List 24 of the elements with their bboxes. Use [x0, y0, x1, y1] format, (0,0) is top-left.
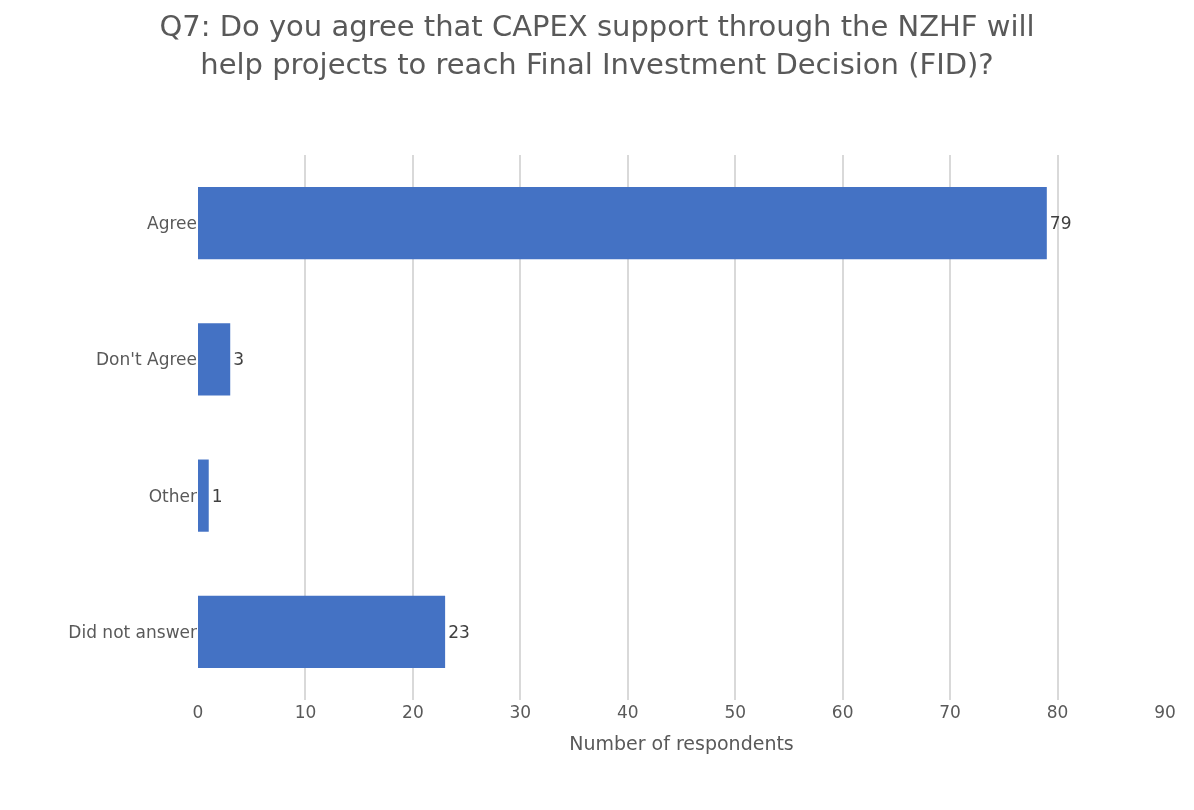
bar — [198, 187, 1047, 260]
data-label: 79 — [1049, 213, 1072, 234]
y-tick-label: Agree — [147, 213, 197, 234]
x-tick-label: 20 — [402, 702, 424, 722]
x-tick-label: 80 — [1046, 702, 1069, 722]
bar — [198, 595, 446, 668]
x-tick-label: 70 — [939, 702, 961, 722]
x-tick-label: 90 — [1154, 702, 1176, 722]
x-axis-title: Number of respondents — [569, 731, 794, 754]
y-tick-label: Other — [148, 485, 197, 506]
chart-title: Q7: Do you agree that CAPEX support through the NZHF will help projects to reach Final Investment Decision (FID)? — [159, 9, 1035, 82]
y-tick-label: Don't Agree — [96, 349, 197, 370]
data-label: 23 — [448, 621, 470, 642]
data-label: 1 — [211, 485, 223, 506]
x-tick-label: 50 — [724, 702, 747, 722]
x-tick-label: 0 — [192, 702, 204, 722]
x-tick-label: 60 — [831, 702, 854, 722]
x-tick-label: 30 — [509, 702, 532, 722]
bar — [198, 323, 231, 396]
data-label: 3 — [233, 349, 245, 370]
x-tick-label: 10 — [294, 702, 317, 722]
y-tick-label: Did not answer — [68, 621, 198, 642]
bar — [198, 459, 209, 532]
x-tick-label: 40 — [616, 702, 639, 722]
